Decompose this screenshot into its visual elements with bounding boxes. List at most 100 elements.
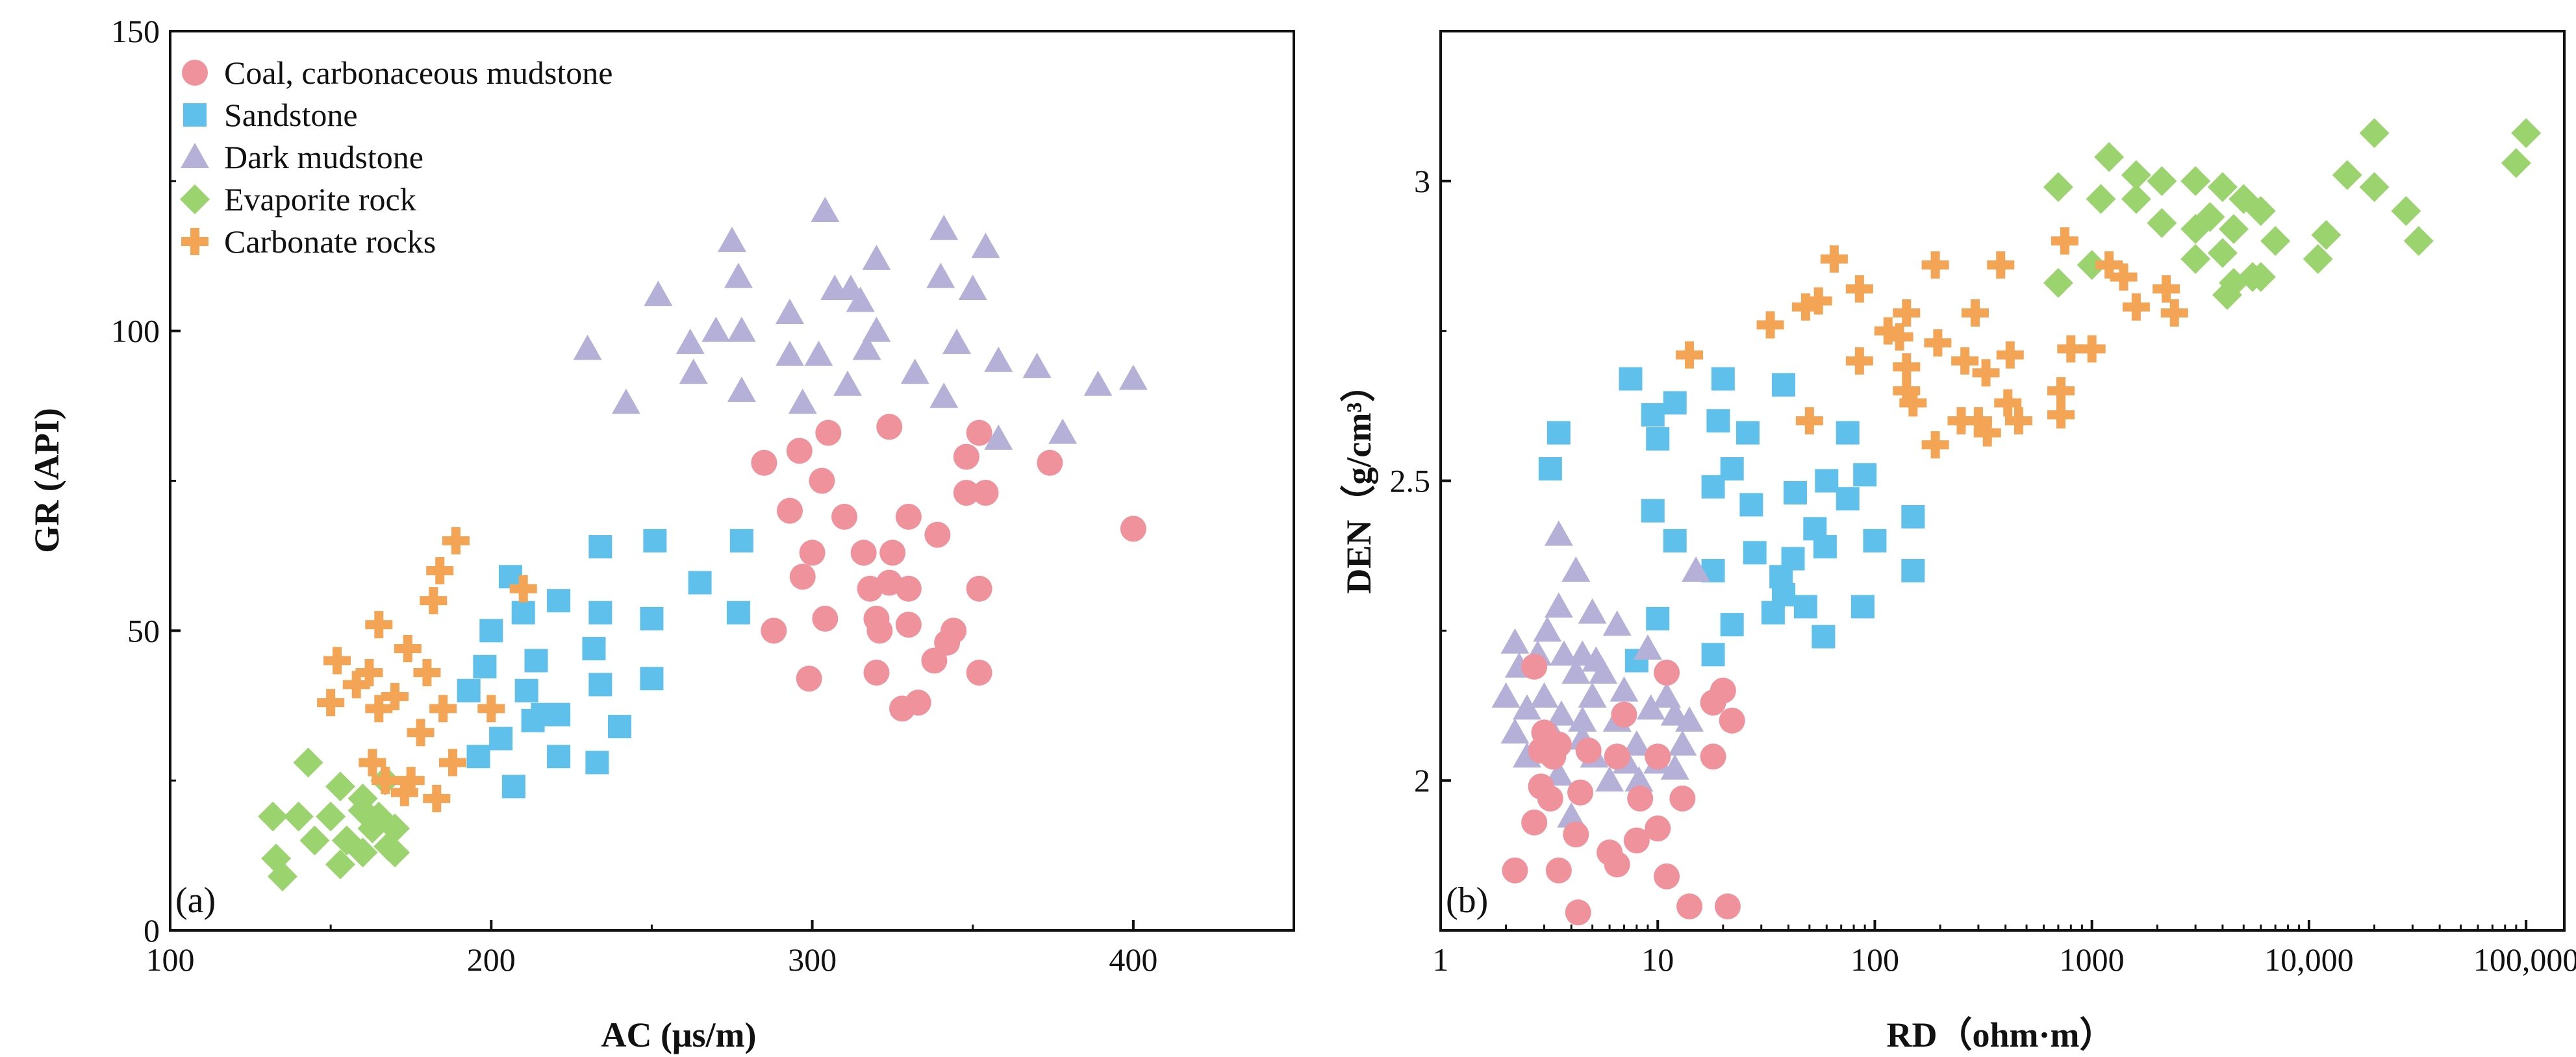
data-point-coal [1120,516,1146,542]
data-point-evap [2359,118,2390,148]
data-point-coal [1710,677,1736,704]
data-point-carb [2160,299,2188,327]
data-point-evap [2121,160,2151,190]
data-point-sandstone [1736,421,1760,445]
data-point-coal [761,617,787,644]
data-point-dark [1544,520,1573,546]
data-point-evap [2180,166,2211,196]
data-point-coal [1502,857,1528,884]
data-point-carb [1791,293,1819,321]
data-point-coal [786,438,813,464]
data-point-evap [2511,118,2542,148]
data-point-sandstone [547,745,571,769]
data-point-evap [2403,226,2434,256]
data-point-dark [846,286,875,312]
data-point-coal [1669,785,1696,812]
data-point-dark [1610,676,1639,702]
data-point-carb [1951,347,1979,375]
x-tick-label: 200 [467,941,516,978]
data-point-coal [966,419,992,446]
data-point-carb [420,587,448,615]
panel-a-ticks [169,30,1135,932]
data-point-sandstone [1641,499,1665,523]
data-point-coal [1700,743,1726,770]
data-point-carb [423,784,451,812]
data-point-coal [1654,863,1680,889]
data-point-carb [365,695,393,723]
data-point-dark [929,382,959,408]
data-point-sandstone [1701,475,1725,499]
data-point-dark [862,316,891,342]
data-point-dark [1118,364,1148,390]
data-point-coal [1714,893,1741,920]
data-point-evap [325,849,355,880]
data-point-carb [1893,377,1921,404]
data-point-sandstone [588,601,612,625]
data-point-carb [1996,341,2024,369]
data-point-sandstone [1863,528,1887,553]
data-point-dark [942,329,971,354]
data-point-carb [342,671,370,699]
data-point-sandstone [489,727,513,751]
data-point-sandstone [1761,601,1785,625]
data-point-sandstone [479,619,503,643]
data-point-sandstone [1850,595,1875,619]
data-point-carb [317,689,345,717]
data-point-evap [2043,172,2073,203]
data-point-sandstone [1663,391,1687,415]
data-point-carb [1947,407,1975,435]
data-point-carb [1874,317,1902,345]
data-point-coal [776,497,803,524]
data-point-evap [2121,184,2151,214]
data-point-evap [2094,142,2125,172]
data-point-dark [929,214,959,240]
data-point-sandstone [1646,606,1670,630]
data-point-dark [1491,682,1521,708]
data-point-carb [1972,359,2000,387]
data-point-sandstone [726,601,750,625]
panel-b-y-tick-labels: 22.53 [1390,163,1431,799]
data-point-dark [1513,694,1542,720]
data-point-sandstone [588,673,612,697]
data-point-coal [866,617,893,644]
data-point-carb [2122,293,2150,321]
data-point-sandstone [729,528,753,553]
data-point-dark [1652,682,1682,708]
data-point-coal [895,575,922,602]
data-point-sandstone [688,571,712,595]
data-point-carb [1820,245,1848,273]
data-point-dark [1544,592,1573,618]
data-point-dark [1547,700,1576,726]
data-point-evap [293,747,323,778]
data-point-sandstone [1812,625,1836,649]
data-point-evap [347,837,378,867]
data-point-dark [1602,610,1632,636]
legend-label-sandstone: Sandstone [224,97,358,133]
panel-a-label: (a) [175,880,216,921]
x-tick-label: 100 [146,941,195,978]
data-point-sandstone [514,678,538,703]
data-point-evap [2086,184,2116,214]
data-point-sandstone [588,535,612,559]
data-point-dark [573,334,602,360]
data-point-evap [2147,166,2177,196]
data-point-sandstone [466,745,490,769]
data-point-coal [889,695,915,722]
data-point-dark [804,340,833,366]
data-point-coal [895,503,922,530]
data-point-dark [701,316,731,342]
data-point-evap [2311,219,2342,250]
y-tick-label: 0 [144,912,160,949]
data-point-dark [1533,616,1562,642]
data-point-carb [397,767,425,795]
series-dark [573,197,1148,450]
x-tick-label: 1 [1433,941,1449,978]
data-point-coal [850,540,877,566]
data-point-dark [611,388,640,414]
data-point-dark [1022,353,1052,379]
data-point-dark [1048,418,1078,444]
data-point-coal [1537,785,1563,812]
data-point-carb [509,575,537,603]
data-point-sandstone [640,667,664,691]
data-point-evap [2195,202,2225,232]
